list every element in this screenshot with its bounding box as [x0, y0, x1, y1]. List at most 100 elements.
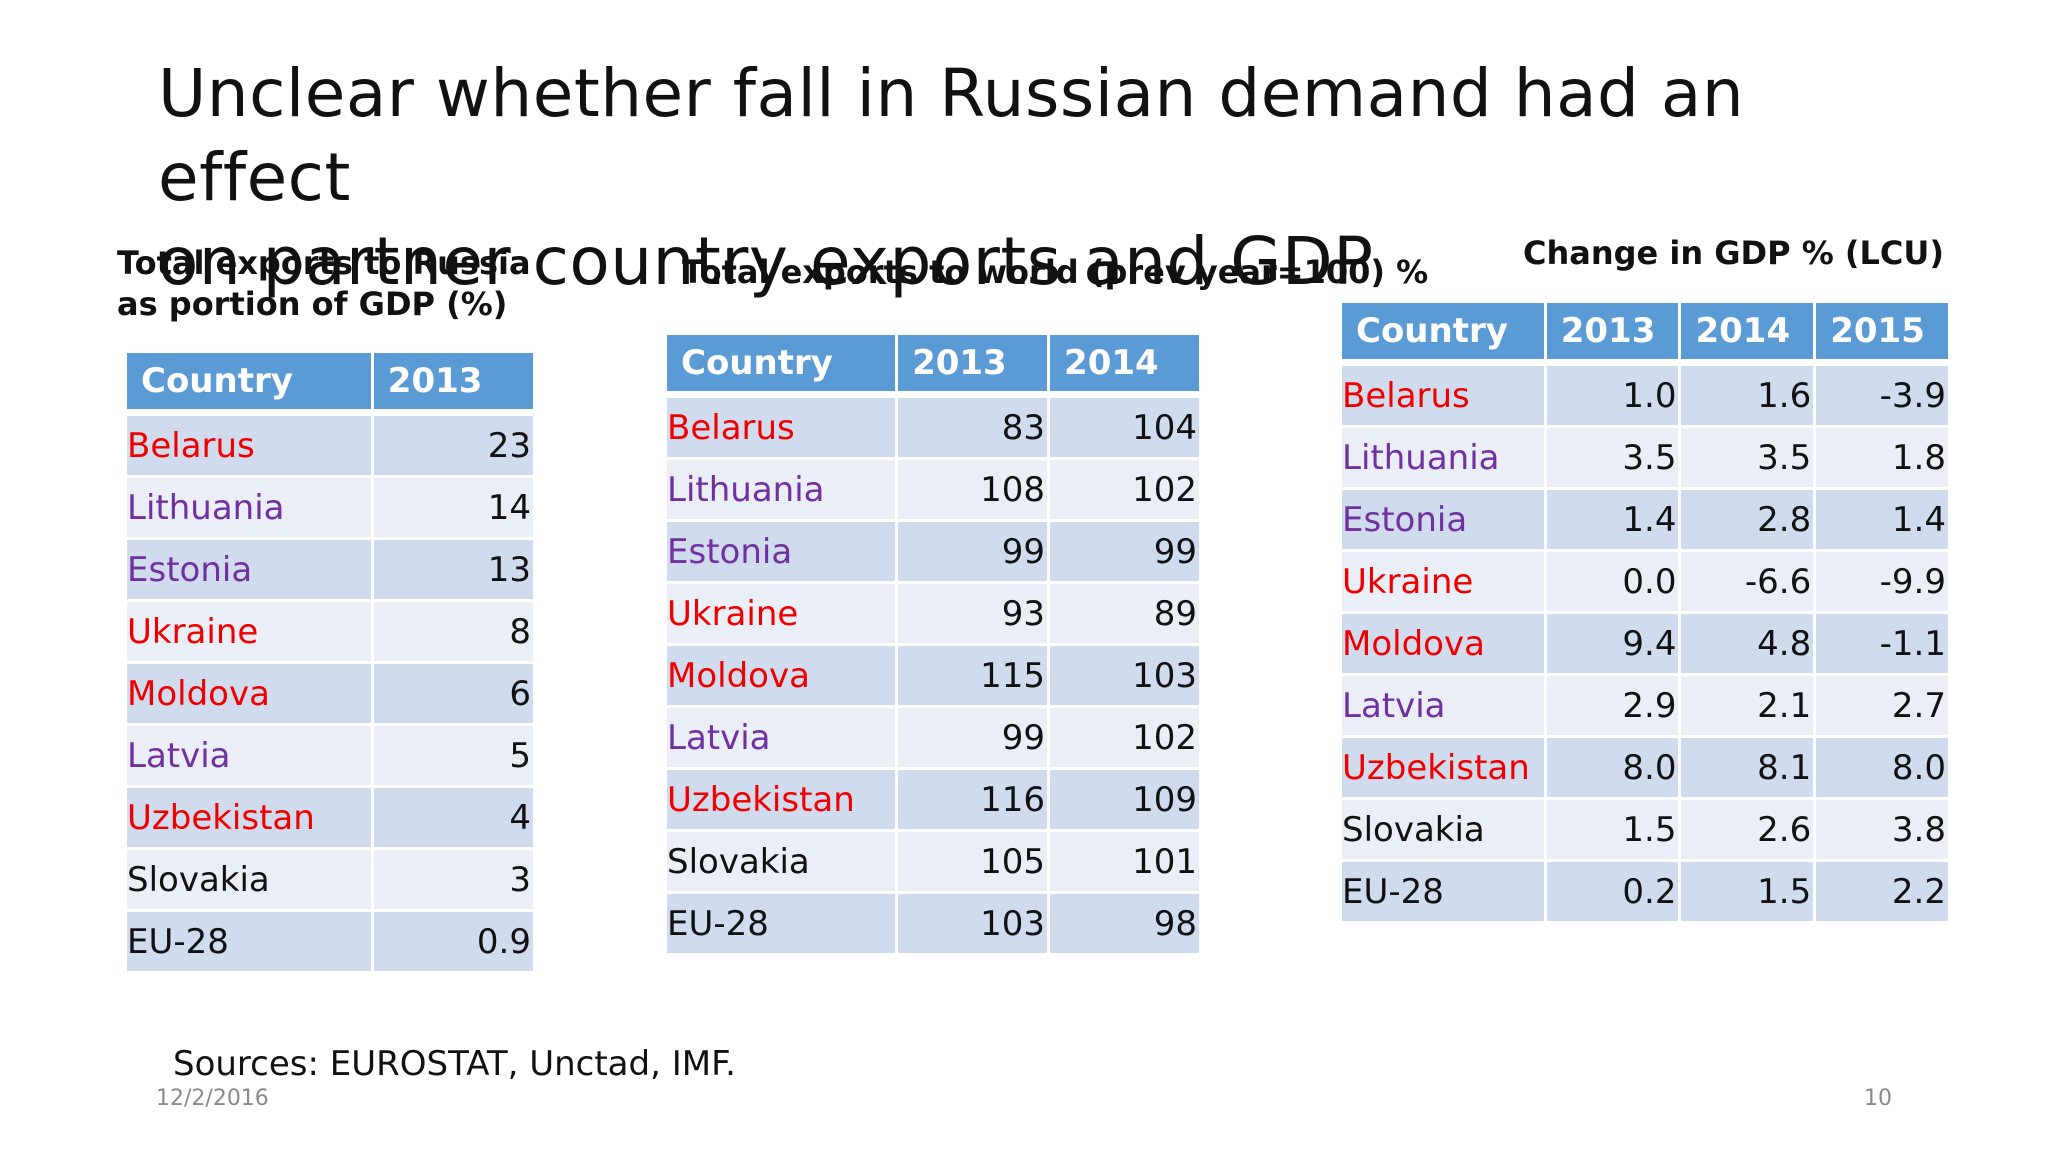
table-header-row: Country 2013 2014	[667, 335, 1199, 395]
country-name: EU-28	[127, 912, 371, 971]
country-name: Uzbekistan	[1342, 738, 1544, 797]
column-header-country: Country	[127, 353, 371, 413]
value-cell: 2.2	[1816, 862, 1948, 921]
table1-caption: Total exports to Russia as portion of GD…	[117, 244, 531, 323]
table-header-row: Country 2013 2014 2015	[1342, 303, 1948, 363]
country-name: Latvia	[667, 708, 896, 767]
table-row: Belarus 1.0 1.6 -3.9	[1342, 366, 1948, 425]
value-cell: 2.8	[1681, 490, 1814, 549]
table-row: Ukraine 8	[127, 602, 533, 661]
country-name: Lithuania	[1342, 428, 1544, 487]
column-header-year: 2013	[373, 353, 533, 413]
value-cell: 1.5	[1546, 800, 1679, 859]
value-cell: 99	[898, 708, 1048, 767]
value-cell: 103	[898, 894, 1048, 953]
table-row: Estonia 1.4 2.8 1.4	[1342, 490, 1948, 549]
column-header-year: 2015	[1816, 303, 1948, 363]
table3-caption: Change in GDP % (LCU)	[1523, 234, 1945, 272]
sources-note: Sources: EUROSTAT, Unctad, IMF.	[173, 1044, 736, 1084]
value-cell: 23	[373, 416, 533, 475]
country-name: EU-28	[667, 894, 896, 953]
country-name: Ukraine	[127, 602, 371, 661]
table-row: Slovakia 3	[127, 850, 533, 909]
value-cell: 109	[1050, 770, 1199, 829]
country-name: Lithuania	[667, 460, 896, 519]
value-cell: 3	[373, 850, 533, 909]
title-line-2: on partner country exports and GDP	[158, 223, 1374, 300]
table-row: Moldova 115 103	[667, 646, 1199, 705]
table-row: Moldova 9.4 4.8 -1.1	[1342, 614, 1948, 673]
value-cell: 89	[1050, 584, 1199, 643]
country-name: Uzbekistan	[667, 770, 896, 829]
value-cell: -9.9	[1816, 552, 1948, 611]
value-cell: 83	[898, 398, 1048, 457]
value-cell: 3.8	[1816, 800, 1948, 859]
column-header-country: Country	[1342, 303, 1544, 363]
column-header-year: 2013	[1546, 303, 1679, 363]
value-cell: 102	[1050, 708, 1199, 767]
value-cell: 0.0	[1546, 552, 1679, 611]
value-cell: 101	[1050, 832, 1199, 891]
slide-title: Unclear whether fall in Russian demand h…	[158, 52, 1938, 304]
gdp-change-table: Country 2013 2014 2015 Belarus 1.0 1.6 -3.9 Lit…	[1339, 300, 1951, 924]
table-row: Lithuania 3.5 3.5 1.8	[1342, 428, 1948, 487]
exports-to-world-table: Country 2013 2014 Belarus 83 104 Lithuania 108…	[664, 332, 1202, 956]
table-row: Uzbekistan 4	[127, 788, 533, 847]
table-row: EU-28 103 98	[667, 894, 1199, 953]
value-cell: -3.9	[1816, 366, 1948, 425]
table-header-row: Country 2013	[127, 353, 533, 413]
column-header-year: 2013	[898, 335, 1048, 395]
country-name: Uzbekistan	[127, 788, 371, 847]
value-cell: 4	[373, 788, 533, 847]
value-cell: 116	[898, 770, 1048, 829]
value-cell: 8.0	[1816, 738, 1948, 797]
table-row: Latvia 5	[127, 726, 533, 785]
value-cell: 13	[373, 540, 533, 599]
value-cell: 1.4	[1816, 490, 1948, 549]
country-name: Slovakia	[667, 832, 896, 891]
value-cell: 2.1	[1681, 676, 1814, 735]
value-cell: -1.1	[1816, 614, 1948, 673]
value-cell: 14	[373, 478, 533, 537]
table-row: Moldova 6	[127, 664, 533, 723]
country-name: Estonia	[667, 522, 896, 581]
country-name: Moldova	[127, 664, 371, 723]
country-name: Lithuania	[127, 478, 371, 537]
country-name: Belarus	[1342, 366, 1544, 425]
value-cell: 6	[373, 664, 533, 723]
country-name: Slovakia	[1342, 800, 1544, 859]
value-cell: 0.2	[1546, 862, 1679, 921]
table-row: Slovakia 1.5 2.6 3.8	[1342, 800, 1948, 859]
value-cell: 115	[898, 646, 1048, 705]
country-name: Estonia	[127, 540, 371, 599]
value-cell: 4.8	[1681, 614, 1814, 673]
value-cell: 93	[898, 584, 1048, 643]
table2-caption: Total exports to world (prev year=100) %	[682, 253, 1429, 291]
table-row: Latvia 99 102	[667, 708, 1199, 767]
country-name: Latvia	[127, 726, 371, 785]
country-name: Slovakia	[127, 850, 371, 909]
value-cell: 3.5	[1681, 428, 1814, 487]
table-row: Slovakia 105 101	[667, 832, 1199, 891]
country-name: Latvia	[1342, 676, 1544, 735]
column-header-year: 2014	[1050, 335, 1199, 395]
slide-date: 12/2/2016	[156, 1086, 269, 1111]
value-cell: 1.0	[1546, 366, 1679, 425]
value-cell: 1.5	[1681, 862, 1814, 921]
table-row: Belarus 83 104	[667, 398, 1199, 457]
value-cell: -6.6	[1681, 552, 1814, 611]
value-cell: 8.0	[1546, 738, 1679, 797]
column-header-year: 2014	[1681, 303, 1814, 363]
table-row: Ukraine 93 89	[667, 584, 1199, 643]
country-name: Moldova	[1342, 614, 1544, 673]
value-cell: 9.4	[1546, 614, 1679, 673]
value-cell: 8	[373, 602, 533, 661]
value-cell: 1.8	[1816, 428, 1948, 487]
value-cell: 103	[1050, 646, 1199, 705]
table-row: Estonia 13	[127, 540, 533, 599]
table-row: EU-28 0.2 1.5 2.2	[1342, 862, 1948, 921]
value-cell: 102	[1050, 460, 1199, 519]
value-cell: 99	[1050, 522, 1199, 581]
table-row: Lithuania 108 102	[667, 460, 1199, 519]
country-name: Moldova	[667, 646, 896, 705]
